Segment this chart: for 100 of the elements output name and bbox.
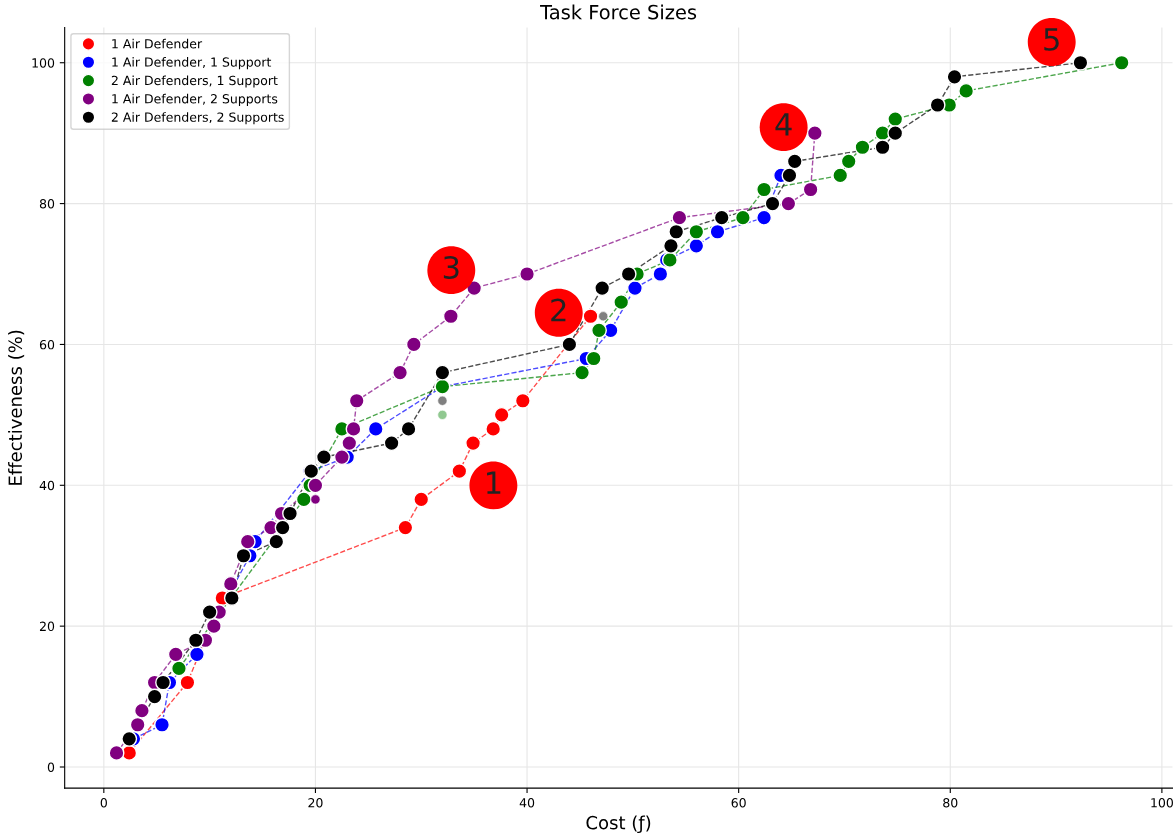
y-tick-label: 80 (39, 199, 55, 209)
annotation: 4 (775, 113, 792, 136)
point (108, 744, 125, 761)
point (179, 674, 196, 691)
annotation: 1 (487, 471, 501, 494)
point (1113, 54, 1130, 71)
point (585, 350, 602, 367)
point (668, 223, 685, 240)
y-tick-label: 60 (39, 339, 55, 350)
x-tick-label: 40 (519, 798, 535, 808)
point (958, 82, 975, 99)
point (405, 336, 422, 353)
point (451, 463, 468, 480)
point (620, 266, 637, 282)
point (1072, 54, 1089, 71)
y-tick-label: 40 (39, 480, 55, 491)
y-axis-title: Effectiveness (%) (8, 330, 25, 485)
point (167, 646, 184, 663)
point (345, 420, 362, 437)
point (929, 97, 946, 113)
point (574, 364, 591, 381)
point (514, 392, 531, 409)
point (155, 674, 172, 691)
annotation: 5 (1044, 28, 1059, 51)
point (688, 223, 705, 240)
point (223, 589, 240, 606)
point (832, 167, 849, 184)
legend-label: 1 Air Defender, 1 Support (112, 57, 272, 70)
x-tick-label: 60 (731, 798, 746, 808)
point (854, 139, 871, 156)
x-tick-label: 100 (1151, 798, 1173, 808)
point (367, 420, 384, 437)
point (392, 364, 409, 381)
point (146, 688, 163, 705)
y-tick-label: 20 (39, 621, 55, 632)
x-axis-title: Cost (ƒ) (586, 815, 651, 833)
point (946, 68, 963, 85)
chart-title: Task Force Sizes (540, 4, 697, 20)
point (333, 449, 350, 466)
point (187, 632, 204, 649)
point (434, 364, 451, 381)
point (734, 209, 751, 226)
x-tick-label: 80 (943, 798, 958, 808)
point (295, 491, 312, 508)
point (268, 533, 285, 550)
point (594, 280, 611, 297)
point (442, 308, 459, 325)
point (397, 519, 414, 536)
point (519, 266, 536, 282)
point (383, 435, 400, 452)
point (205, 618, 222, 635)
point (802, 181, 819, 198)
point (626, 280, 643, 297)
legend-label: 1 Air Defender, 2 Supports (112, 93, 278, 106)
point (764, 195, 781, 212)
point (222, 575, 239, 592)
point (170, 660, 187, 677)
annotation: 3 (443, 255, 459, 280)
point (154, 716, 171, 733)
point (235, 547, 252, 564)
legend-label: 2 Air Defenders, 1 Support (111, 75, 278, 88)
point (582, 308, 599, 325)
y-tick-label: 100 (32, 58, 55, 68)
point (780, 195, 797, 212)
point (129, 716, 146, 733)
point (781, 167, 798, 184)
point (400, 420, 417, 437)
point (713, 209, 730, 226)
point (591, 322, 607, 339)
point (887, 125, 904, 142)
point (756, 209, 773, 226)
point (874, 139, 891, 156)
point (188, 646, 205, 663)
point (348, 392, 365, 409)
point (282, 505, 299, 522)
point (671, 209, 688, 226)
point (485, 420, 502, 437)
point (806, 125, 823, 142)
point (493, 406, 510, 423)
point (756, 181, 773, 198)
legend-label: 1 Air Defender (112, 38, 203, 49)
point (121, 730, 138, 747)
point (201, 604, 218, 621)
point (133, 702, 150, 719)
point (652, 266, 669, 282)
annotation: 2 (551, 298, 566, 322)
point (274, 519, 291, 536)
point (709, 223, 726, 240)
legend-label: 2 Air Defenders, 2 Supports (111, 112, 284, 125)
point (887, 111, 904, 128)
x-tick-label: 20 (308, 798, 323, 808)
point (613, 294, 630, 311)
point (239, 533, 256, 550)
point (341, 435, 358, 452)
point (307, 477, 324, 494)
point (662, 237, 679, 254)
point (561, 336, 578, 353)
point (786, 153, 803, 170)
point (840, 153, 857, 170)
y-tick-label: 0 (47, 762, 55, 772)
